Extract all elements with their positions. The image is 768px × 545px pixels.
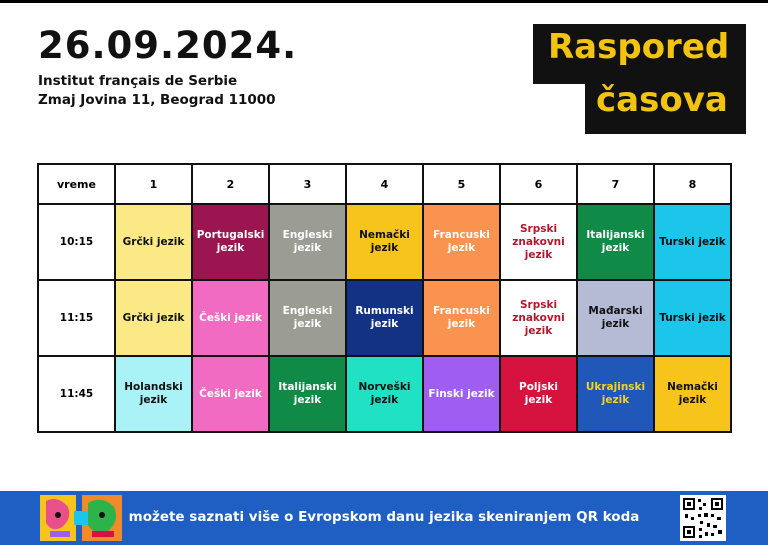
language-cell: Turski jezik: [653, 279, 732, 357]
footer-message: možete saznati više o Evropskom danu jez…: [128, 509, 640, 525]
event-date: 26.09.2024.: [38, 24, 298, 67]
time-cell: 11:45: [37, 355, 116, 433]
language-cell: Srpski znakovni jezik: [499, 203, 578, 281]
language-cell: Češki jezik: [191, 355, 270, 433]
language-cell: Finski jezik: [422, 355, 501, 433]
header-cell-column-6: 6: [499, 163, 578, 205]
language-cell: Češki jezik: [191, 279, 270, 357]
language-cell: Poljski jezik: [499, 355, 578, 433]
header-cell-column-7: 7: [576, 163, 655, 205]
table-row: 11:15 Grčki jezik Češki jezik Engleski jezi…: [37, 279, 732, 357]
footer-banner: [0, 491, 768, 545]
title-line-1: Raspored: [548, 27, 730, 67]
language-cell: Portugalski jezik: [191, 203, 270, 281]
language-cell: Italijanski jezik: [268, 355, 347, 433]
time-cell: 10:15: [37, 203, 116, 281]
language-cell: Engleski jezik: [268, 279, 347, 357]
table-row: 11:45 Holandski jezik Češki jezik Italijans…: [37, 355, 732, 433]
schedule-table: vreme 1 2 3 4 5 6 7 8 10:15 Grčki jezik Portugalski…: [37, 163, 732, 433]
time-cell: 11:15: [37, 279, 116, 357]
table-row: 10:15 Grčki jezik Portugalski jezik Englesk…: [37, 203, 732, 281]
language-cell: Turski jezik: [653, 203, 732, 281]
title-badge-bottom: [585, 82, 746, 134]
header-cell-column-2: 2: [191, 163, 270, 205]
language-cell: Grčki jezik: [114, 279, 193, 357]
language-cell: Italijanski jezik: [576, 203, 655, 281]
european-day-of-languages-logo: [36, 491, 126, 545]
top-border-line: [0, 0, 768, 3]
language-cell: Francuski jezik: [422, 279, 501, 357]
header-cell-time: vreme: [37, 163, 116, 205]
qr-code-icon[interactable]: [680, 495, 726, 541]
venue-address-block: Institut français de Serbie Zmaj Jovina …: [38, 72, 276, 110]
language-cell: Norveški jezik: [345, 355, 424, 433]
header-cell-column-1: 1: [114, 163, 193, 205]
language-cell: Rumunski jezik: [345, 279, 424, 357]
language-cell: Francuski jezik: [422, 203, 501, 281]
language-cell: Engleski jezik: [268, 203, 347, 281]
header-cell-column-5: 5: [422, 163, 501, 205]
title-line-2: časova: [596, 80, 728, 120]
language-cell: Nemački jezik: [345, 203, 424, 281]
language-cell: Nemački jezik: [653, 355, 732, 433]
language-cell: Ukrajinski jezik: [576, 355, 655, 433]
language-cell: Holandski jezik: [114, 355, 193, 433]
language-cell: Srpski znakovni jezik: [499, 279, 578, 357]
schedule-header-row: vreme 1 2 3 4 5 6 7 8: [37, 163, 732, 205]
institution-name: Institut français de Serbie: [38, 73, 238, 89]
language-cell: Grčki jezik: [114, 203, 193, 281]
header-cell-column-8: 8: [653, 163, 732, 205]
title-badge-top: [533, 24, 746, 84]
header-cell-column-4: 4: [345, 163, 424, 205]
language-cell: Mađarski jezik: [576, 279, 655, 357]
header-cell-column-3: 3: [268, 163, 347, 205]
street-address: Zmaj Jovina 11, Beograd 11000: [38, 92, 276, 108]
